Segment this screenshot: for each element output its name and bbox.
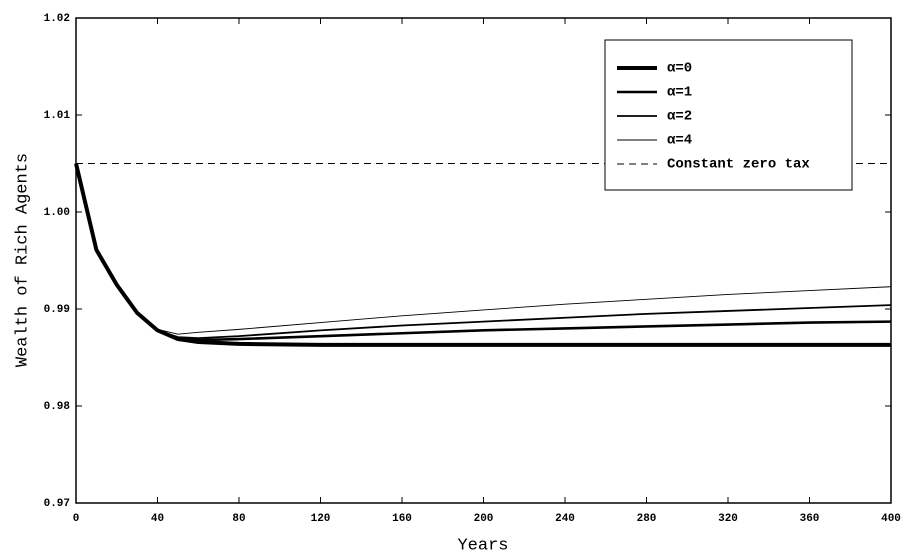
y-tick-label: 1.01 xyxy=(44,110,71,122)
x-tick-label: 40 xyxy=(151,513,164,525)
y-tick-label: 0.99 xyxy=(44,304,70,316)
legend-label: α=1 xyxy=(667,85,692,101)
legend-label: α=2 xyxy=(667,109,692,125)
x-tick-label: 240 xyxy=(555,513,575,525)
y-tick-label: 0.98 xyxy=(44,401,71,413)
x-axis-label: Years xyxy=(457,536,508,555)
y-axis-label: Wealth of Rich Agents xyxy=(13,153,32,367)
legend-label: Constant zero tax xyxy=(667,157,810,173)
legend-label: α=0 xyxy=(667,61,692,77)
x-tick-label: 0 xyxy=(73,513,80,525)
x-tick-label: 80 xyxy=(232,513,245,525)
x-tick-label: 200 xyxy=(474,513,494,525)
x-tick-label: 400 xyxy=(881,513,901,525)
x-tick-label: 120 xyxy=(311,513,331,525)
legend-label: α=4 xyxy=(667,133,692,149)
y-tick-label: 1.02 xyxy=(44,13,70,25)
y-tick-label: 0.97 xyxy=(44,498,70,510)
x-tick-label: 360 xyxy=(800,513,820,525)
line-series xyxy=(75,163,892,335)
legend-box xyxy=(604,39,853,191)
x-tick-label: 280 xyxy=(637,513,657,525)
line-series xyxy=(74,163,891,347)
x-tick-label: 320 xyxy=(718,513,738,525)
y-tick-label: 1.00 xyxy=(44,207,70,219)
x-tick-label: 160 xyxy=(392,513,412,525)
